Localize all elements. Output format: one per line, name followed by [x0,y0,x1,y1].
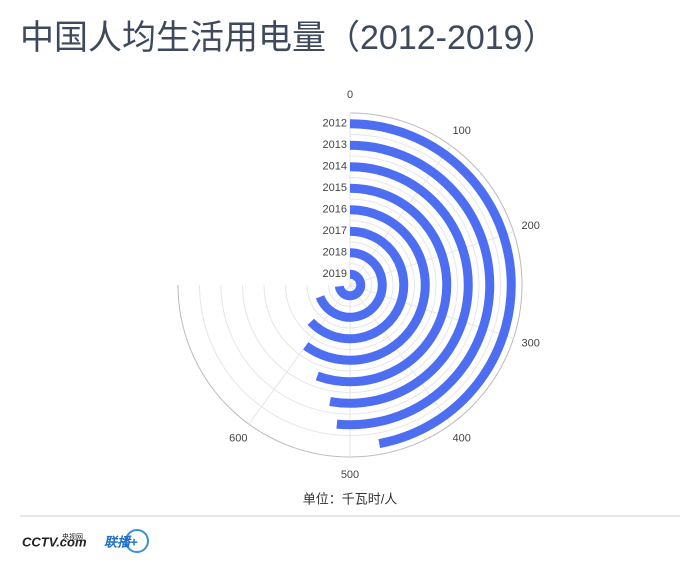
grid-ring [285,220,415,350]
logo-cctv-sub: 央视网 [62,532,83,541]
grid-ring [328,263,372,307]
bar [334,269,366,301]
bar [307,226,409,344]
angle-tick-label: 500 [341,469,359,481]
bar [336,140,495,430]
category-label: 2016 [323,204,347,216]
bar [349,119,516,449]
angle-tick-label: 300 [522,338,540,350]
category-label: 2012 [323,118,347,130]
chart-title: 中国人均生活用电量（2012-2019） [20,19,557,57]
angle-tick-label: 400 [452,433,470,445]
category-label: 2015 [323,182,347,194]
grid-ring [220,155,480,415]
category-label: 2017 [323,225,347,237]
bar [329,162,473,408]
logo-cctv: CCTV.com [22,534,87,549]
grid-ring [242,177,458,393]
grid-ring [263,198,437,372]
grid-ring [199,134,501,436]
grid-ring [177,112,523,458]
grid-ring [306,241,394,329]
category-label: 2019 [323,268,347,280]
bar [315,248,387,322]
bar [315,183,452,387]
angle-tick-label: 100 [452,125,470,137]
unit-label: 单位：千瓦时/人 [303,491,398,506]
angle-tick-label: 200 [522,220,540,232]
logo-ring [125,529,149,553]
angle-tick-label: 600 [229,433,247,445]
angle-tick-label: 0 [347,89,353,101]
category-label: 2014 [323,161,347,173]
category-label: 2018 [323,247,347,259]
category-label: 2013 [323,139,347,151]
bar [303,205,430,365]
logo-app: 联播+ [104,534,138,549]
